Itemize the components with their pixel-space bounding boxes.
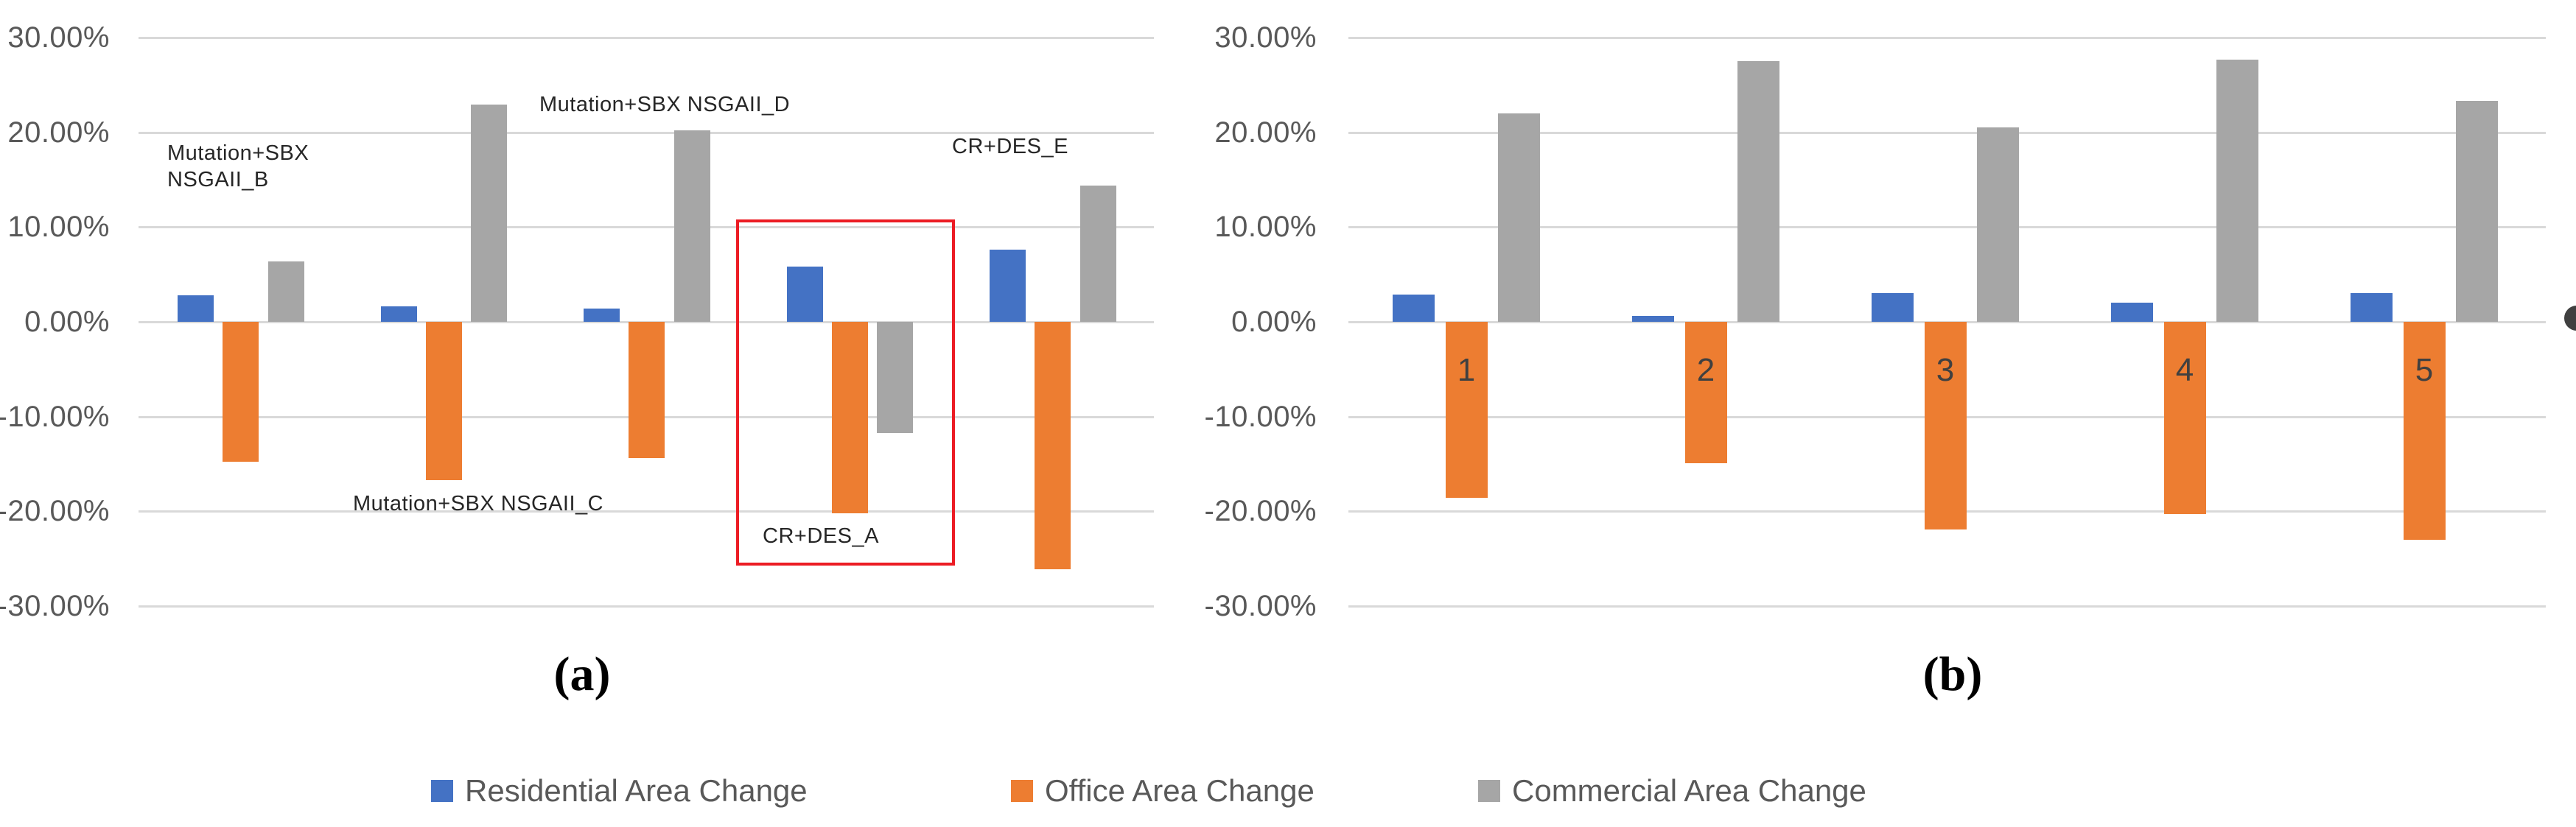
gridline [139, 226, 1154, 229]
y-axis-tick: 30.00% [7, 21, 110, 54]
legend-item-office: Office Area Change [1011, 767, 1315, 814]
bar-office-a-group3 [629, 322, 665, 459]
bar-office-b-group5 [2403, 322, 2446, 540]
bar-office-a-group1 [223, 322, 259, 462]
category-label-5: 5 [2415, 352, 2434, 388]
bar-residential-b-group4 [2111, 303, 2153, 322]
category-label-2: 2 [1696, 352, 1715, 388]
chart-b-label: (b) [1922, 647, 1983, 701]
y-axis-tick: 0.00% [1231, 306, 1317, 338]
bar-commercial-a-group3 [673, 130, 710, 322]
annotation-Mutation+SBX NSGAII_C: Mutation+SBX NSGAII_C [353, 492, 604, 515]
bar-residential-a-group1 [178, 295, 214, 322]
commercial-swatch-icon [1478, 780, 1500, 802]
bar-commercial-b-group3 [1977, 127, 2019, 322]
y-axis-tick: -10.00% [0, 400, 110, 433]
legend-label: Commercial Area Change [1512, 773, 1866, 808]
y-axis-tick: -30.00% [1204, 590, 1317, 622]
bar-office-a-group2 [425, 322, 462, 480]
annotation-Mutation+SBX NSGAII_B: Mutation+SBX NSGAII_B [167, 141, 309, 191]
gridline [1348, 226, 2546, 229]
bar-commercial-b-group1 [1498, 113, 1540, 322]
gridline [1348, 36, 2546, 39]
office-swatch-icon [1011, 780, 1033, 802]
legend-label: Residential Area Change [465, 773, 808, 808]
bar-commercial-a-group4 [877, 322, 914, 433]
category-label-1: 1 [1457, 352, 1476, 388]
y-axis-tick: 20.00% [1214, 116, 1317, 149]
gridline [139, 131, 1154, 134]
category-label-3: 3 [1936, 352, 1955, 388]
y-axis-tick: -10.00% [1204, 400, 1317, 433]
chart-a-label: (a) [553, 647, 611, 701]
bar-commercial-a-group5 [1079, 185, 1116, 322]
y-axis-tick: 30.00% [1214, 21, 1317, 54]
gridline [139, 605, 1154, 608]
bar-commercial-a-group2 [471, 105, 508, 322]
bar-residential-a-group2 [380, 306, 417, 322]
bar-residential-a-group5 [990, 250, 1026, 322]
bar-commercial-b-group5 [2456, 101, 2498, 322]
y-axis-tick: 10.00% [1214, 211, 1317, 244]
residential-swatch-icon [431, 780, 453, 802]
gridline [1348, 131, 2546, 134]
y-axis-tick: 0.00% [24, 306, 110, 338]
y-axis-tick: -30.00% [0, 590, 110, 622]
bar-residential-b-group3 [1872, 293, 1914, 322]
legend-item-residential: Residential Area Change [431, 767, 808, 814]
y-axis-tick: -20.00% [1204, 495, 1317, 528]
gridline [139, 510, 1154, 513]
gridline [139, 36, 1154, 39]
gridline [1348, 605, 2546, 608]
bar-office-b-group4 [2163, 322, 2206, 515]
highlight-box-cr-des-a [736, 219, 955, 566]
bar-residential-b-group1 [1393, 294, 1435, 322]
bar-commercial-b-group2 [1737, 61, 1779, 322]
annotation-Mutation+SBX NSGAII_D: Mutation+SBX NSGAII_D [539, 93, 791, 116]
clipped-edge-dot [2564, 306, 2576, 331]
bar-commercial-b-group4 [2216, 59, 2258, 322]
legend-item-commercial: Commercial Area Change [1478, 767, 1866, 814]
bar-residential-b-group5 [2351, 293, 2393, 322]
bar-office-a-group4 [831, 322, 868, 513]
bar-residential-a-group3 [584, 308, 620, 322]
annotation-CR+DES_A: CR+DES_A [763, 524, 879, 548]
annotation-CR+DES_E: CR+DES_E [952, 135, 1068, 158]
bar-residential-b-group2 [1632, 316, 1674, 322]
category-label-4: 4 [2175, 352, 2194, 388]
legend-label: Office Area Change [1045, 773, 1315, 808]
bar-residential-a-group4 [786, 267, 823, 322]
y-axis-tick: -20.00% [0, 495, 110, 528]
bar-office-a-group5 [1035, 322, 1071, 569]
bar-office-b-group2 [1684, 322, 1727, 463]
y-axis-tick: 10.00% [7, 211, 110, 244]
bar-commercial-a-group1 [267, 261, 304, 322]
bar-office-b-group3 [1924, 322, 1967, 529]
y-axis-tick: 20.00% [7, 116, 110, 149]
bar-office-b-group1 [1445, 322, 1488, 499]
